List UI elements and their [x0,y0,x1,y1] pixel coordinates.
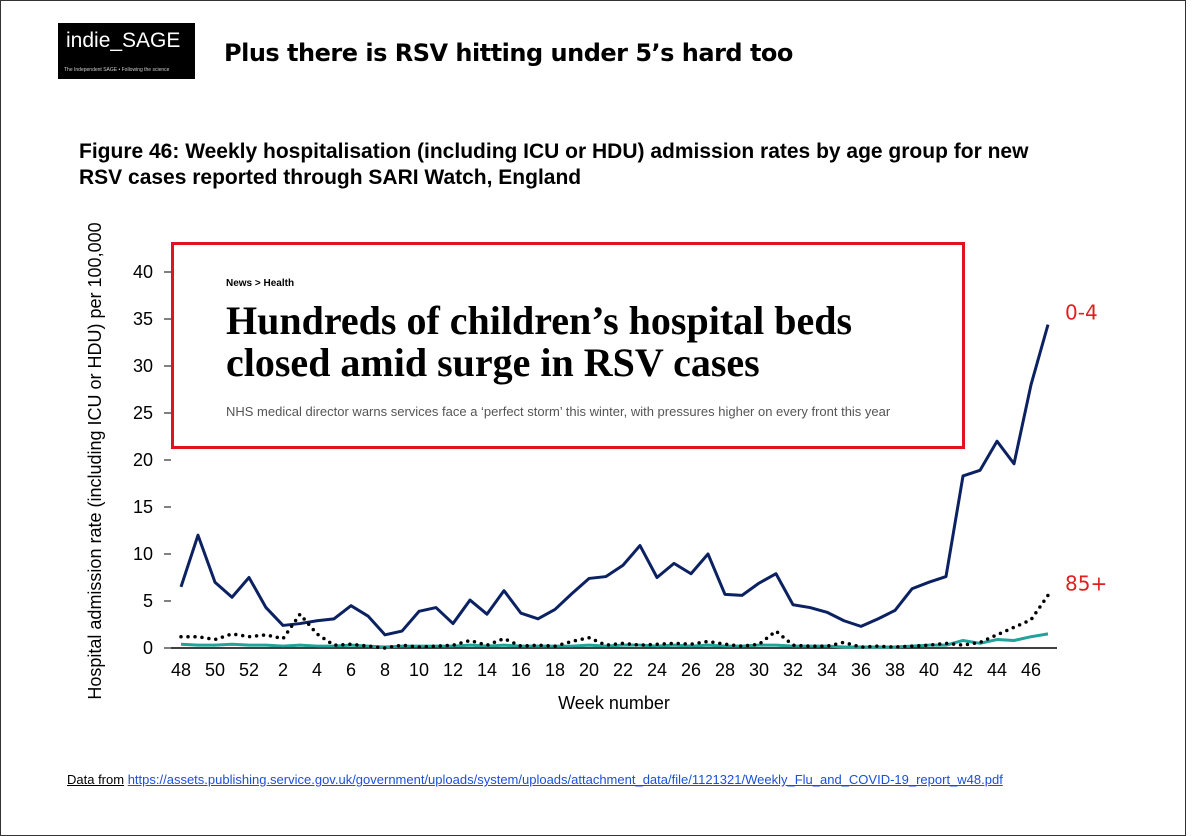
series-line [179,593,1050,650]
x-tick-label: 20 [579,660,599,680]
x-tick-label: 12 [443,660,463,680]
slide-title: Plus there is RSV hitting under 5’s hard… [224,39,793,67]
y-tick-label: 35 [133,309,153,329]
x-tick-label: 46 [1021,660,1041,680]
x-tick-label: 48 [171,660,191,680]
x-tick-label: 18 [545,660,565,680]
y-tick-label: 25 [133,403,153,423]
x-tick-label: 52 [239,660,259,680]
y-tick-label: 20 [133,450,153,470]
y-tick-label: 10 [133,544,153,564]
chart: Hospital admission rate (including ICU o… [85,222,1107,713]
x-tick-label: 36 [851,660,871,680]
x-axis-label: Week number [558,693,670,713]
y-tick-label: 0 [143,638,153,658]
y-tick-label: 30 [133,356,153,376]
x-tick-label: 34 [817,660,837,680]
x-tick-label: 26 [681,660,701,680]
x-tick-label: 32 [783,660,803,680]
x-tick-label: 24 [647,660,667,680]
y-tick-label: 15 [133,497,153,517]
x-tick-label: 2 [278,660,288,680]
breadcrumb: News > Health [226,278,295,289]
x-tick-label: 38 [885,660,905,680]
news-box: News > Health Hundreds of children’s hos… [171,242,965,449]
x-tick-label: 44 [987,660,1007,680]
x-tick-label: 42 [953,660,973,680]
x-tick-label: 22 [613,660,633,680]
standfirst: NHS medical director warns services face… [226,404,891,419]
x-tick-label: 50 [205,660,225,680]
series-label: 85+ [1065,571,1107,595]
y-tick-label: 40 [133,262,153,282]
x-tick-label: 4 [312,660,322,680]
headline: Hundreds of children’s hospital beds clo… [226,298,853,385]
x-tick-label: 30 [749,660,769,680]
chart-title: Figure 46: Weekly hospitalisation (inclu… [79,140,1029,189]
logo: indie_SAGE The Independent SAGE • Followi… [58,23,195,79]
y-tick-label: 5 [143,591,153,611]
x-tick-label: 14 [477,660,497,680]
x-tick-label: 16 [511,660,531,680]
series-line [179,324,1050,637]
source: Data from https://assets.publishing.serv… [67,772,1003,787]
x-tick-label: 8 [380,660,390,680]
x-tick-label: 40 [919,660,939,680]
logo-text: indie_SAGE [66,29,181,52]
logo-tagline: The Independent SAGE • Following the sci… [64,67,170,73]
x-tick-label: 6 [346,660,356,680]
source-prefix: Data from [67,772,125,787]
y-axis-label: Hospital admission rate (including ICU o… [85,222,105,699]
source-link[interactable]: https://assets.publishing.service.gov.uk… [127,772,1003,787]
series-label: 0-4 [1065,301,1098,325]
x-tick-label: 28 [715,660,735,680]
x-tick-label: 10 [409,660,429,680]
